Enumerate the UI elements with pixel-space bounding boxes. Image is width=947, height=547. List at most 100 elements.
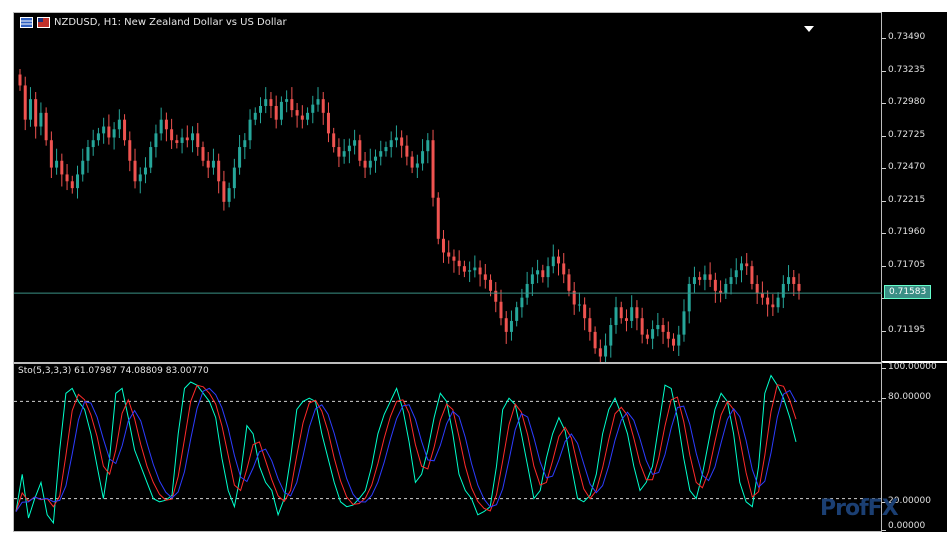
candle-body — [206, 160, 210, 168]
candle — [604, 333, 608, 362]
chart-window[interactable]: NZDUSD, H1: New Zealand Dollar vs US Dol… — [13, 12, 883, 533]
candle — [651, 320, 655, 350]
osc-axis-label: 20.00000 — [888, 496, 931, 506]
candle-body — [222, 181, 226, 202]
symbol-flag-icon[interactable] — [37, 17, 50, 28]
candle-body — [666, 331, 670, 339]
candle-body — [55, 160, 59, 168]
candle — [609, 317, 613, 358]
candle-body — [389, 140, 393, 148]
candle — [541, 264, 545, 283]
candle-body — [274, 105, 278, 120]
candle-body — [321, 99, 325, 113]
candle — [211, 148, 215, 175]
candle-body — [44, 112, 48, 141]
candle-body — [797, 283, 801, 291]
chart-shift-marker-icon[interactable] — [804, 26, 814, 32]
price-axis-label: 0.72725 — [888, 129, 926, 140]
candle — [698, 271, 702, 286]
candle — [253, 107, 257, 126]
price-axis-label: 0.71705 — [888, 259, 926, 270]
candle-body — [117, 119, 121, 130]
candle — [509, 310, 513, 341]
watermark-text-b: FX — [867, 496, 899, 521]
candle-body — [81, 160, 85, 175]
candle-body — [264, 99, 268, 106]
candle-body — [410, 156, 414, 168]
candle — [473, 255, 477, 278]
candle — [128, 131, 132, 172]
candle — [232, 158, 236, 199]
candle — [525, 271, 529, 305]
candle-body — [143, 167, 147, 175]
candle-body — [353, 140, 357, 146]
candle-body — [557, 256, 561, 264]
candle-body — [70, 181, 74, 189]
sto-signal-red-line — [15, 384, 797, 512]
candle-body — [745, 263, 749, 267]
candle-body — [452, 256, 456, 261]
candle-body — [520, 297, 524, 308]
osc-axis-tick — [882, 398, 886, 399]
candle-body — [400, 137, 404, 146]
candle — [238, 135, 242, 175]
candle — [630, 295, 634, 329]
price-axis-tick — [882, 233, 886, 234]
candle — [797, 273, 801, 300]
candle-body — [447, 252, 451, 257]
candle — [347, 138, 351, 164]
candle-body — [368, 160, 372, 168]
chart-properties-icon[interactable] — [20, 17, 33, 28]
candle-body — [781, 283, 785, 298]
candle-body — [363, 160, 367, 168]
price-chart-pane[interactable]: NZDUSD, H1: New Zealand Dollar vs US Dol… — [14, 13, 883, 362]
candle — [374, 149, 378, 173]
candle-body — [394, 137, 398, 141]
candle — [170, 118, 174, 149]
candle-body — [128, 140, 132, 161]
candle-body — [164, 119, 168, 130]
candle-body — [478, 267, 482, 275]
candle — [321, 92, 325, 125]
candle-body — [546, 266, 550, 278]
stochastic-pane[interactable]: Sto(5,3,3,3) 61.07987 74.08809 83.00770 — [14, 364, 883, 533]
candle — [274, 95, 278, 129]
candle-body — [28, 99, 32, 120]
candle — [640, 307, 644, 344]
pane-separator[interactable] — [14, 362, 883, 364]
price-axis[interactable]: 0.73490 0.73235 0.72980 0.72725 0.72470 0.722… — [882, 12, 947, 361]
candle — [562, 253, 566, 284]
candle — [196, 122, 200, 156]
candle — [290, 87, 294, 118]
candle-body — [379, 151, 383, 157]
oscillator-axis[interactable]: 100.00000 80.00000 20.00000 0.00000 — [882, 362, 947, 532]
candle-body — [787, 277, 791, 284]
candle-body — [640, 318, 644, 335]
candle — [577, 292, 581, 312]
candle-body — [405, 145, 409, 157]
candle-body — [776, 297, 780, 308]
candle-body — [509, 320, 513, 332]
candle — [666, 321, 670, 348]
candle — [91, 129, 95, 156]
candle-body — [515, 307, 519, 321]
candle — [656, 312, 660, 337]
price-axis-tick — [882, 38, 886, 39]
price-axis-label: 0.71195 — [888, 324, 926, 335]
price-axis-tick — [882, 330, 886, 332]
candle — [217, 153, 221, 194]
candle-body — [692, 277, 696, 284]
osc-axis-label: 100.00000 — [888, 362, 937, 372]
candle-body — [159, 119, 163, 134]
chart-title-text: NZDUSD, H1: New Zealand Dollar vs US Dol… — [54, 17, 287, 28]
candle-body — [468, 270, 472, 272]
candle — [672, 333, 676, 352]
candle-body — [196, 133, 200, 148]
candle — [734, 258, 738, 285]
candle — [394, 125, 398, 148]
candle — [792, 270, 796, 297]
candle-body — [316, 99, 320, 105]
candle-body — [614, 307, 618, 326]
candle — [776, 292, 780, 313]
candle — [222, 170, 226, 211]
